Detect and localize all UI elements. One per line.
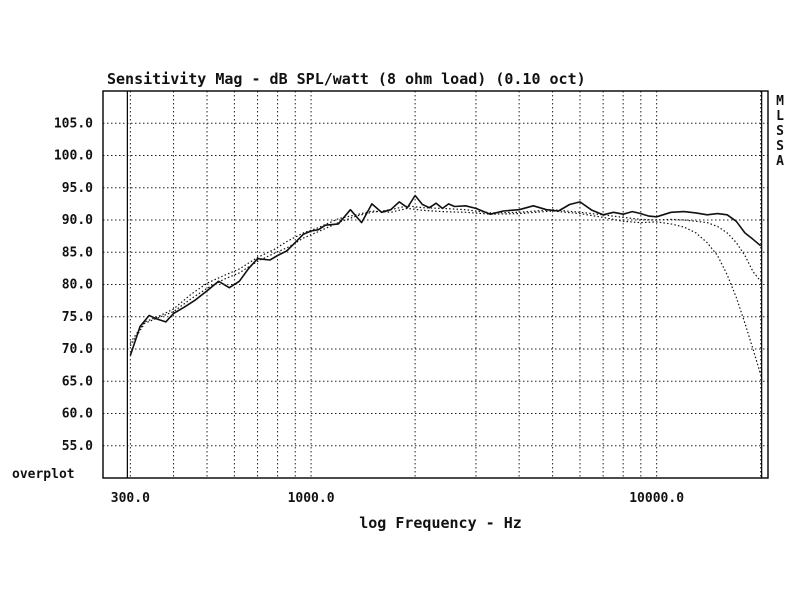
- series-line-1: [129, 194, 762, 356]
- side-label-letter: L: [776, 109, 784, 124]
- side-label-letter: A: [776, 154, 784, 169]
- x-tick-label: 10000.0: [629, 491, 684, 506]
- series-line-2: [129, 205, 762, 347]
- y-tick-label: 100.0: [54, 149, 93, 164]
- grid-lines: [103, 91, 768, 478]
- y-axis-ticks: 55.0 60.0 65.0 70.0 75.0 80.0 85.0 90.0 95.0 100.…: [54, 116, 93, 454]
- y-tick-label: 95.0: [62, 181, 93, 196]
- y-tick-label: 85.0: [62, 245, 93, 260]
- y-tick-label: 105.0: [54, 116, 93, 131]
- x-tick-label: 1000.0: [288, 491, 335, 506]
- y-tick-label: 65.0: [62, 374, 93, 389]
- overplot-label: overplot: [12, 467, 75, 482]
- side-label-letter: S: [776, 139, 784, 154]
- chart-title: Sensitivity Mag - dB SPL/watt (8 ohm loa…: [107, 70, 586, 88]
- y-tick-label: 90.0: [62, 213, 93, 228]
- y-tick-label: 80.0: [62, 278, 93, 293]
- side-label-letter: S: [776, 124, 784, 139]
- y-tick-label: 55.0: [62, 439, 93, 454]
- data-series: [129, 194, 762, 375]
- x-tick-label: 300.0: [111, 491, 150, 506]
- x-axis-ticks: 300.0 1000.0 10000.0: [111, 491, 684, 506]
- series-line-3: [129, 207, 762, 375]
- side-label-letter: M: [776, 94, 784, 109]
- y-tick-label: 60.0: [62, 407, 93, 422]
- x-axis-label: log Frequency - Hz: [359, 514, 522, 532]
- y-tick-label: 70.0: [62, 342, 93, 357]
- y-tick-label: 75.0: [62, 310, 93, 325]
- plot-frame: [102, 90, 769, 479]
